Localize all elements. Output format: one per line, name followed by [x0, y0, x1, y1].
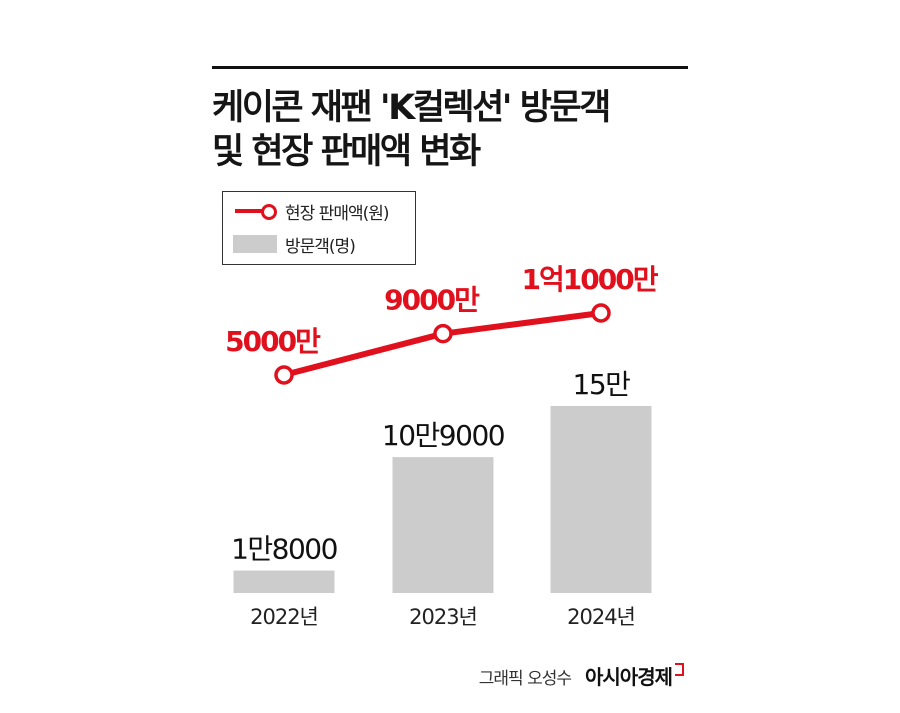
- legend-bar-swatch: [233, 235, 277, 253]
- category-label-1: 2022년: [250, 605, 318, 629]
- title-line-1: 케이콘 재팬 'K컬렉션' 방문객: [212, 88, 611, 128]
- graphic-credit: 그래픽 오성수: [478, 669, 572, 689]
- line-label-3: 1억1000만: [522, 263, 659, 296]
- legend-line-swatch: [233, 198, 277, 224]
- logo-mark-icon: [675, 663, 684, 676]
- bar-label-3: 15만: [573, 368, 631, 401]
- line-label-2: 9000만: [384, 284, 480, 317]
- line-point-3: [591, 303, 611, 323]
- legend-line-label: 현장 판매액(원): [285, 203, 390, 224]
- title-line-2: 및 현장 판매액 변화: [212, 132, 481, 172]
- legend-bar-label: 방문객(명): [285, 236, 356, 257]
- legend: 현장 판매액(원) 방문객(명): [222, 191, 416, 265]
- legend-item-line: 현장 판매액(원): [233, 198, 390, 224]
- credit: 그래픽 오성수 아시아경제: [479, 661, 684, 690]
- line-label-1: 5000만: [225, 325, 321, 358]
- category-label-3: 2024년: [567, 605, 635, 629]
- top-rule: [212, 66, 688, 69]
- line-point-2: [433, 323, 453, 344]
- publisher-logo: 아시아경제: [585, 665, 673, 689]
- bar-1: [233, 570, 335, 593]
- bar-3: [550, 406, 652, 593]
- chart-title: 케이콘 재팬 'K컬렉션' 방문객 및 현장 판매액 변화: [212, 86, 688, 174]
- bar-2: [392, 457, 494, 593]
- legend-item-bar: 방문객(명): [233, 231, 356, 257]
- bar-label-2: 10만9000: [382, 419, 504, 452]
- sales-line: [283, 310, 602, 378]
- category-label-2: 2023년: [409, 605, 477, 629]
- bar-label-1: 1만8000: [231, 533, 337, 566]
- line-point-1: [274, 365, 294, 385]
